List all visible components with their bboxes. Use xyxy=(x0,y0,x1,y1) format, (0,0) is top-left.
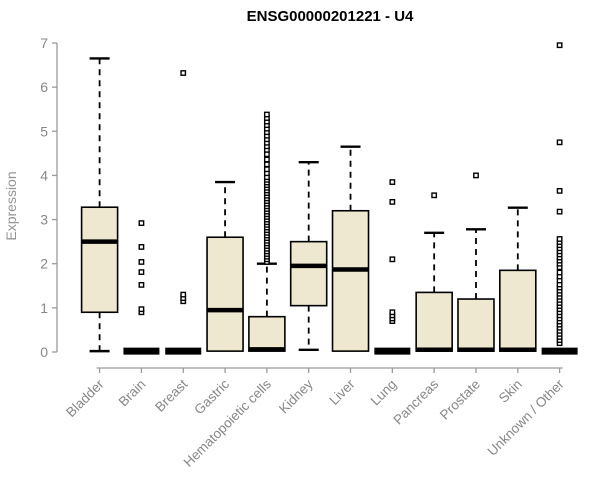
outlier-point xyxy=(138,269,145,276)
outlier-point xyxy=(180,70,187,76)
x-axis xyxy=(96,367,563,373)
box-brain xyxy=(123,220,160,355)
x-tick-label: Bladder xyxy=(63,376,107,420)
outlier-point xyxy=(389,309,396,316)
outlier-point xyxy=(431,192,438,199)
outlier-point xyxy=(263,156,270,163)
box-rect xyxy=(80,206,119,314)
outlier-point xyxy=(263,161,270,168)
outlier-point xyxy=(556,269,563,276)
chart-title: ENSG00000201221 - U4 xyxy=(247,8,414,25)
outlier-point xyxy=(556,187,563,194)
outlier-point xyxy=(389,179,396,185)
x-tick-label: Prostate xyxy=(437,377,483,423)
x-tick-label: Pancreas xyxy=(390,376,441,427)
y-tick-label: 7 xyxy=(40,35,48,51)
outlier-point xyxy=(556,42,563,49)
y-tick-label: 3 xyxy=(40,212,48,228)
box-breast xyxy=(165,70,202,355)
outlier-point xyxy=(556,208,563,215)
box-rect xyxy=(331,209,370,352)
y-tick-label: 6 xyxy=(40,79,48,95)
outlier-point xyxy=(138,244,145,250)
y-tick-label: 5 xyxy=(40,123,48,139)
x-tick-label: Liver xyxy=(326,376,358,408)
y-tick-label: 0 xyxy=(40,344,48,360)
box-rect xyxy=(248,315,286,352)
box-rect xyxy=(457,298,495,352)
outlier-point xyxy=(138,306,145,313)
box-lung xyxy=(374,179,411,355)
box-pancreas xyxy=(415,192,453,353)
outlier-point xyxy=(556,139,563,146)
box-rect xyxy=(415,291,453,352)
x-tick-label: Kidney xyxy=(276,376,316,416)
x-tick-label: Gastric xyxy=(191,376,232,417)
outlier-point xyxy=(556,236,563,242)
box-rect xyxy=(206,236,244,352)
outlier-point xyxy=(180,291,187,298)
outlier-point xyxy=(473,172,479,179)
box-rect xyxy=(289,240,328,307)
y-tick-label: 4 xyxy=(40,167,48,183)
box-unknown-other xyxy=(541,42,578,355)
x-tick-label: Brain xyxy=(116,377,149,410)
box-rect xyxy=(498,269,537,352)
y-tick-label: 2 xyxy=(40,256,48,272)
x-tick-label: Unknown / Other xyxy=(485,376,568,459)
x-tick-label: Breast xyxy=(152,376,190,414)
x-tick-label: Lung xyxy=(368,377,400,409)
box-skin xyxy=(498,206,537,353)
box-hematopoietic-cells xyxy=(248,111,286,352)
y-tick-label: 1 xyxy=(40,300,48,316)
outlier-point xyxy=(389,199,396,205)
box-bladder xyxy=(80,57,119,353)
box-gastric xyxy=(206,180,244,352)
outlier-point xyxy=(263,111,270,118)
outlier-point xyxy=(263,166,270,173)
outlier-point xyxy=(138,220,145,227)
outlier-point xyxy=(138,259,145,265)
box-liver xyxy=(331,145,370,352)
box-prostate xyxy=(457,172,495,353)
y-axis xyxy=(52,42,58,353)
outlier-point xyxy=(138,282,145,288)
y-tick-labels: 0 1 2 3 4 5 6 7 xyxy=(40,35,48,360)
box-kidney xyxy=(289,160,328,351)
outlier-point xyxy=(389,256,396,263)
y-axis-title: Expression xyxy=(3,171,19,240)
x-tick-label: Skin xyxy=(496,377,525,406)
